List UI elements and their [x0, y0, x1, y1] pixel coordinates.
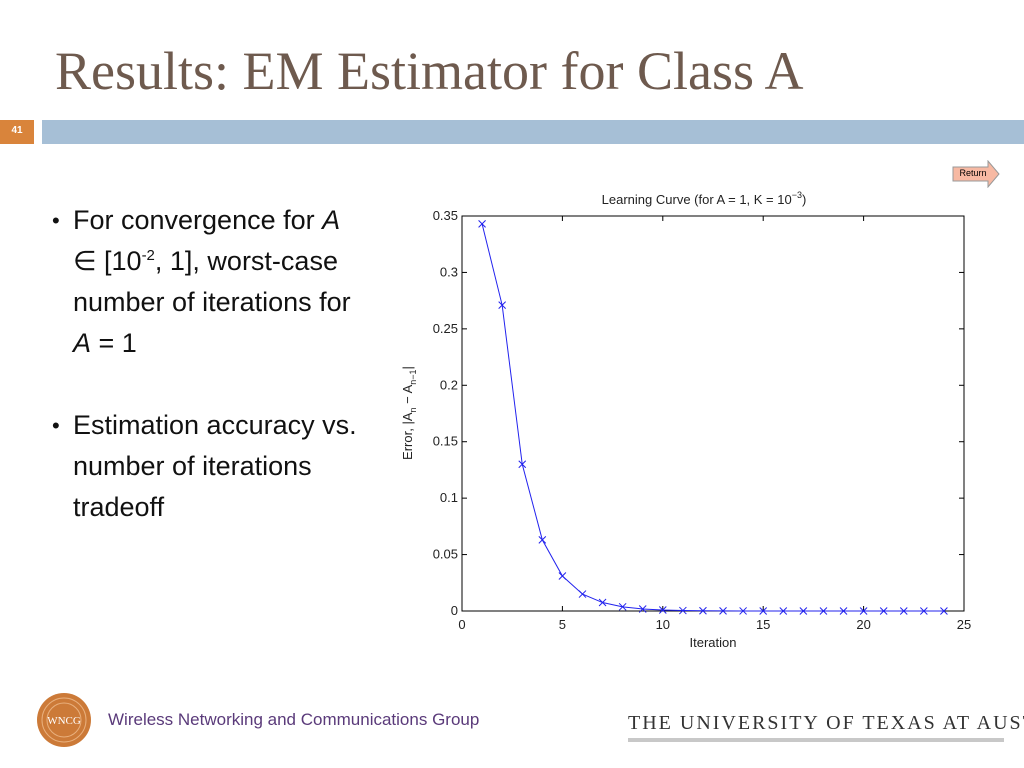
exponent: -2 [141, 247, 155, 264]
return-button[interactable]: Return [952, 160, 1000, 188]
group-name: Wireless Networking and Communications G… [108, 710, 480, 729]
data-point [658, 606, 667, 614]
y-label-sub2: n−1 [408, 369, 418, 384]
data-point [799, 607, 808, 615]
y-label-end: | [400, 366, 415, 369]
var-a: A [322, 205, 341, 235]
x-axis-label: Iteration [690, 635, 737, 650]
x-tick-label: 20 [856, 617, 870, 632]
arrow-right-icon [952, 160, 1000, 188]
slide-title: Results: EM Estimator for Class A [55, 41, 804, 101]
var-a: A [73, 328, 92, 358]
return-label: Return [959, 168, 987, 178]
data-point [759, 607, 768, 615]
bullet-item: Estimation accuracy vs. number of iterat… [52, 405, 362, 528]
data-point [518, 460, 527, 469]
y-tick-label: 0.3 [440, 264, 458, 279]
data-point [899, 607, 908, 615]
y-tick-label: 0.15 [433, 434, 458, 449]
y-tick-label: 0.1 [440, 490, 458, 505]
data-point [618, 602, 627, 611]
y-label-sub1: n [408, 407, 418, 412]
chart-title-main: Learning Curve (for A = 1, K = 10 [602, 192, 792, 207]
chart-title-exp: −3 [792, 190, 802, 200]
data-point [919, 607, 928, 615]
data-point [598, 598, 607, 607]
x-tick-label: 10 [656, 617, 670, 632]
y-label-main: Error, |A [400, 412, 415, 460]
data-point [879, 607, 888, 615]
data-point [859, 607, 868, 615]
data-point [478, 220, 486, 228]
y-label-mid: − A [400, 384, 415, 407]
bullet-text-rel: ∈ [10 [73, 246, 142, 276]
data-point [578, 590, 587, 598]
bullet-text-mid: , 1], worst-case number of iterations fo… [73, 246, 351, 317]
data-point [940, 607, 948, 615]
y-tick-label: 0.2 [440, 377, 458, 392]
data-point [739, 607, 747, 615]
y-tick-label: 0.25 [433, 321, 458, 336]
data-point [679, 606, 687, 615]
bullet-text-pre: For convergence for [73, 205, 323, 235]
footer-divider [628, 738, 1004, 742]
header-band [42, 120, 1024, 144]
data-point [699, 606, 707, 615]
chart-title: Learning Curve (for A = 1, K = 10−3) [602, 190, 807, 207]
data-point [498, 301, 507, 310]
slide-number: 41 [0, 120, 34, 144]
x-tick-label: 0 [458, 617, 465, 632]
y-tick-label: 0.35 [433, 208, 458, 223]
learning-curve-chart: Learning Curve (for A = 1, K = 10−3) 0 5 1… [400, 190, 972, 650]
data-point [779, 607, 788, 615]
data-point [538, 536, 547, 544]
university-name: THE UNIVERSITY OF TEXAS AT AUSTIN [628, 712, 1024, 734]
series-group [478, 220, 948, 615]
data-point [558, 572, 567, 580]
series-line [481, 223, 944, 612]
x-tick-label: 25 [957, 617, 971, 632]
x-tick-label: 15 [756, 617, 770, 632]
x-tick-label: 5 [559, 617, 566, 632]
data-point [839, 607, 848, 615]
axis-ticks: 0 5 10 15 20 25 0 0.05 0.1 0.15 0.2 0.25 0.3 0.35 [433, 208, 972, 632]
y-tick-label: 0 [451, 603, 458, 618]
bullet-list: For convergence for A ∈ [10-2, 1], worst… [52, 200, 362, 528]
wncg-logo: WNCG [37, 693, 91, 747]
plot-area [461, 215, 965, 612]
y-axis-label: Error, |An − An−1| [400, 366, 418, 460]
data-point [638, 605, 647, 613]
chart-title-end: ) [802, 192, 806, 207]
logo-text: WNCG [47, 715, 81, 727]
y-tick-label: 0.05 [433, 547, 458, 562]
bullet-text-post: = 1 [91, 328, 137, 358]
data-point [719, 607, 727, 615]
data-point [819, 607, 828, 615]
bullet-item: For convergence for A ∈ [10-2, 1], worst… [52, 200, 362, 364]
